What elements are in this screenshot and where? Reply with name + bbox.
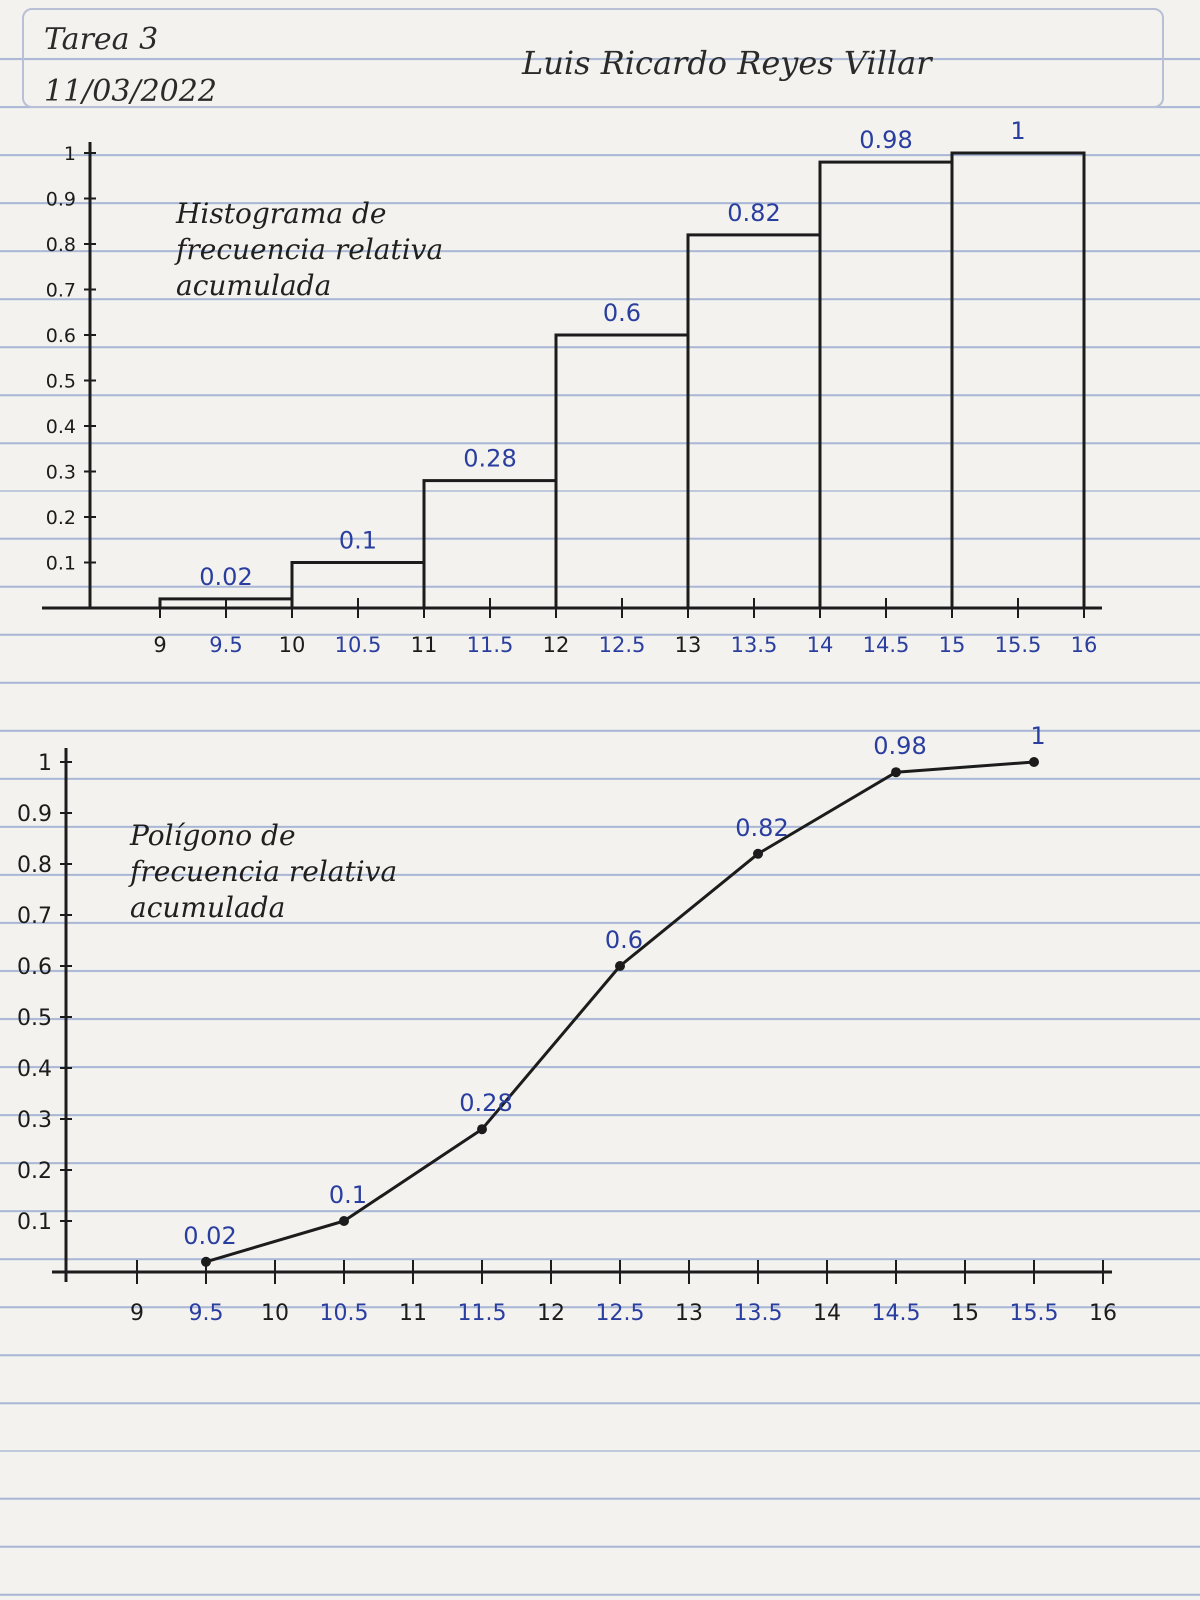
point-data-label: 0.6 — [605, 926, 643, 954]
polygon-point — [891, 767, 901, 778]
x-tick-label: 11.5 — [467, 633, 514, 657]
x-tick-label: 15.5 — [995, 633, 1042, 657]
header-box — [22, 8, 1164, 108]
y-tick-label: 0.3 — [46, 462, 76, 484]
y-tick-label: 0.7 — [17, 904, 52, 929]
x-tick-label: 12.5 — [599, 633, 646, 657]
x-tick-label: 10.5 — [335, 633, 382, 657]
x-tick-label: 13 — [675, 1301, 703, 1326]
histogram-title-line-3: acumulada — [176, 269, 332, 302]
author-name: Luis Ricardo Reyes Villar — [522, 44, 932, 82]
x-tick-label: 14 — [813, 1301, 841, 1326]
x-tick-label: 10 — [261, 1301, 289, 1326]
x-tick-label: 11 — [399, 1301, 427, 1326]
histogram-bar — [950, 151, 1086, 610]
y-tick-label: 0.8 — [46, 234, 76, 256]
histogram-bar — [686, 233, 822, 610]
x-tick-label: 13 — [675, 633, 702, 657]
x-tick-label: 10.5 — [320, 1301, 369, 1326]
y-tick-label: 1 — [38, 751, 52, 776]
bar-data-label: 0.98 — [859, 126, 912, 154]
histogram-chart: 0.10.20.30.40.50.60.70.80.919 9.5 10 10.5 11… — [42, 120, 1102, 657]
polygon-point — [615, 961, 625, 971]
x-tick-label: 15.5 — [1010, 1301, 1059, 1326]
y-tick-label: 0.7 — [46, 280, 76, 302]
histogram-title-line-2: frecuencia relativa — [176, 233, 444, 266]
x-tick-label: 9 — [153, 633, 166, 657]
bar-data-label: 0.02 — [199, 563, 252, 591]
y-tick-label: 0.1 — [46, 553, 76, 575]
y-tick-label: 0.3 — [17, 1108, 52, 1133]
histogram-bar — [818, 160, 954, 610]
histogram-bar — [554, 333, 690, 610]
x-tick-label: 14.5 — [863, 633, 910, 657]
bar-data-label: 0.28 — [463, 445, 516, 473]
y-tick-label: 1 — [64, 143, 76, 165]
bar-data-label: 0.1 — [339, 527, 377, 555]
assignment-title: Tarea 3 — [44, 22, 159, 57]
x-tick-label: 13.5 — [734, 1301, 783, 1326]
x-tick-label: 14.5 — [872, 1301, 921, 1326]
x-tick-label: 16 — [1071, 633, 1098, 657]
x-tick-label: 12.5 — [596, 1301, 645, 1326]
y-tick-label: 0.6 — [17, 955, 52, 980]
polygon-point — [201, 1256, 211, 1267]
y-tick-label: 0.2 — [46, 507, 76, 529]
histogram-title: Histograma de frecuencia relativa acumul… — [176, 196, 443, 304]
x-tick-label: 9 — [130, 1301, 144, 1326]
x-tick-label: 14 — [807, 633, 834, 657]
bar-data-label: 0.82 — [727, 199, 780, 227]
y-tick-label: 0.5 — [17, 1006, 52, 1031]
point-data-label: 0.28 — [459, 1089, 512, 1117]
polygon-point — [1029, 757, 1039, 767]
y-tick-label: 0.1 — [17, 1210, 52, 1235]
y-tick-label: 0.2 — [17, 1159, 52, 1184]
polygon-title: Polígono de frecuencia relativa acumulad… — [130, 818, 397, 926]
x-tick-label: 9.5 — [209, 633, 242, 657]
point-data-label: 0.98 — [873, 732, 926, 760]
x-tick-label: 11.5 — [458, 1301, 507, 1326]
x-tick-label: 13.5 — [731, 633, 778, 657]
y-tick-label: 0.6 — [46, 325, 76, 347]
y-tick-label: 0.5 — [46, 371, 76, 393]
polygon-point — [477, 1124, 487, 1135]
point-data-label: 0.82 — [735, 814, 788, 842]
polygon-point — [753, 848, 763, 859]
bar-data-label: 0.6 — [603, 299, 641, 327]
assignment-date: 11/03/2022 — [44, 74, 217, 109]
x-tick-label: 16 — [1089, 1301, 1117, 1326]
x-tick-label: 10 — [279, 633, 306, 657]
point-data-label: 0.02 — [183, 1222, 236, 1250]
x-tick-label: 11 — [411, 633, 438, 657]
polygon-title-line-1: Polígono de — [130, 819, 296, 852]
y-tick-label: 0.9 — [46, 189, 76, 211]
point-data-label: 1 — [1030, 722, 1045, 750]
x-tick-label: 9.5 — [189, 1301, 224, 1326]
x-tick-label: 15 — [951, 1301, 979, 1326]
histogram-title-line-1: Histograma de — [176, 197, 387, 230]
x-tick-label: 12 — [537, 1301, 565, 1326]
bar-data-label: 1 — [1010, 120, 1025, 145]
y-tick-label: 0.4 — [46, 416, 76, 438]
point-data-label: 0.1 — [329, 1181, 367, 1209]
y-tick-label: 0.8 — [17, 853, 52, 878]
y-tick-label: 0.9 — [17, 802, 52, 827]
polygon-title-line-2: frecuencia relativa — [130, 855, 398, 888]
x-tick-label: 15 — [939, 633, 966, 657]
polygon-point — [339, 1216, 349, 1226]
histogram-bar — [422, 479, 558, 610]
polygon-title-line-3: acumulada — [130, 891, 286, 924]
x-tick-label: 12 — [543, 633, 570, 657]
y-tick-label: 0.4 — [17, 1057, 52, 1082]
polygon-chart: 0.10.20.30.40.50.60.70.80.919 9.5 10 10.5 11… — [17, 722, 1117, 1326]
